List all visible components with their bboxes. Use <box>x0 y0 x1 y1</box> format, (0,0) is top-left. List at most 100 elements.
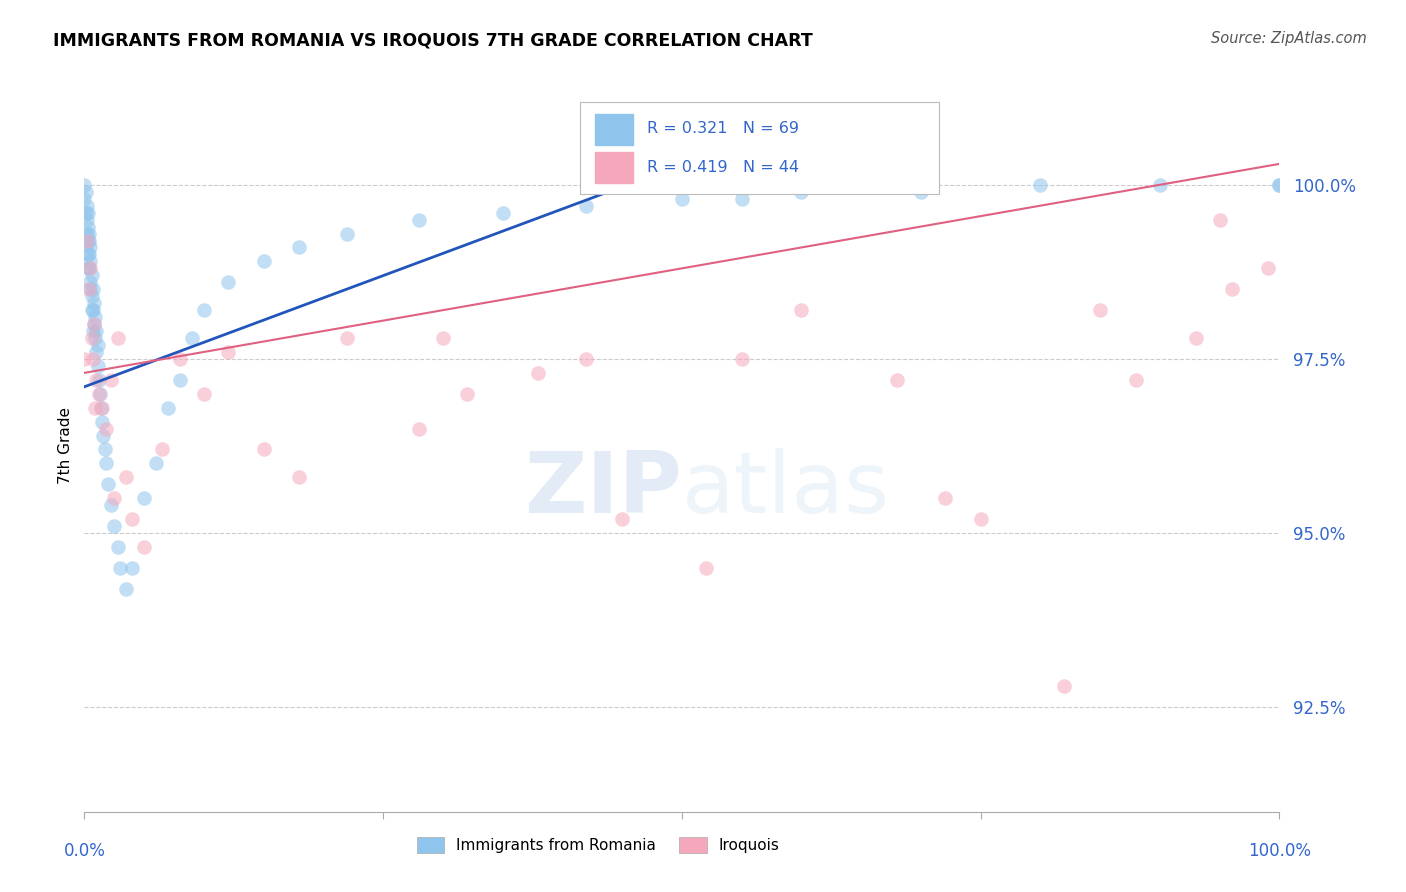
Point <box>87 386 110 401</box>
Point <box>79 240 101 254</box>
Point <box>77 247 100 261</box>
Point <box>910 185 932 199</box>
Point <box>1185 331 1208 345</box>
Point <box>76 227 98 241</box>
Text: 100.0%: 100.0% <box>1249 842 1310 860</box>
Point <box>132 491 156 506</box>
Point <box>1257 261 1279 276</box>
Point <box>93 428 115 442</box>
Point <box>336 331 359 345</box>
Point <box>73 351 96 366</box>
Point <box>575 199 598 213</box>
Text: 0.0%: 0.0% <box>63 842 105 860</box>
Point <box>84 310 107 325</box>
Point <box>408 212 430 227</box>
Point <box>77 282 100 296</box>
Point <box>75 205 97 219</box>
Point <box>86 373 108 387</box>
Point <box>107 540 129 554</box>
Point <box>82 324 104 338</box>
Point <box>80 303 103 318</box>
Point <box>76 212 98 227</box>
Point <box>77 227 100 241</box>
Point <box>82 282 104 296</box>
Point <box>145 457 167 471</box>
Point <box>100 373 122 387</box>
Point <box>731 192 754 206</box>
Y-axis label: 7th Grade: 7th Grade <box>58 408 73 484</box>
Point <box>193 303 215 318</box>
Point <box>86 359 108 373</box>
Point <box>1220 282 1243 296</box>
Point <box>79 282 101 296</box>
Point <box>1209 212 1232 227</box>
Point <box>89 386 111 401</box>
Point <box>83 317 105 331</box>
Point <box>157 401 180 415</box>
Point <box>103 519 125 533</box>
Point <box>934 491 956 506</box>
FancyBboxPatch shape <box>595 152 633 183</box>
Point <box>150 442 173 457</box>
Point <box>169 351 191 366</box>
Point <box>288 240 311 254</box>
Point <box>1029 178 1052 192</box>
Point <box>86 345 108 359</box>
Point <box>83 317 105 331</box>
Point <box>288 470 311 484</box>
Point <box>253 442 276 457</box>
Point <box>77 247 100 261</box>
Point <box>77 234 100 248</box>
Point <box>87 373 110 387</box>
Point <box>527 366 550 380</box>
Point <box>432 331 454 345</box>
Point <box>408 421 430 435</box>
Point <box>75 185 97 199</box>
Point <box>1268 178 1291 192</box>
Point <box>86 324 108 338</box>
Point <box>79 254 101 268</box>
Point <box>132 540 156 554</box>
Text: R = 0.419   N = 44: R = 0.419 N = 44 <box>647 160 800 175</box>
Point <box>84 401 107 415</box>
Point <box>115 470 138 484</box>
Point <box>492 205 515 219</box>
Text: R = 0.321   N = 69: R = 0.321 N = 69 <box>647 121 799 136</box>
Point <box>253 254 276 268</box>
Point <box>456 386 478 401</box>
Point <box>76 234 98 248</box>
Point <box>77 234 100 248</box>
Point <box>671 192 693 206</box>
Point <box>110 561 132 575</box>
Point <box>79 275 101 289</box>
Point <box>1149 178 1171 192</box>
Point <box>1125 373 1147 387</box>
Point <box>336 227 359 241</box>
Point <box>79 261 101 276</box>
Point <box>100 498 122 512</box>
Point <box>73 192 96 206</box>
Point <box>80 331 103 345</box>
Point <box>886 373 908 387</box>
Point <box>121 561 143 575</box>
Text: ZIP: ZIP <box>524 449 682 532</box>
Point <box>91 415 114 429</box>
Point <box>1090 303 1112 318</box>
Point <box>76 199 98 213</box>
Point <box>695 561 717 575</box>
Point <box>1268 178 1291 192</box>
Point <box>77 205 100 219</box>
Point <box>84 331 107 345</box>
Point <box>1053 679 1076 693</box>
Point <box>80 289 103 303</box>
Point <box>73 178 96 192</box>
Text: IMMIGRANTS FROM ROMANIA VS IROQUOIS 7TH GRADE CORRELATION CHART: IMMIGRANTS FROM ROMANIA VS IROQUOIS 7TH … <box>53 31 813 49</box>
Point <box>612 512 634 526</box>
Text: atlas: atlas <box>682 449 890 532</box>
Point <box>121 512 143 526</box>
Point <box>80 268 103 283</box>
FancyBboxPatch shape <box>581 103 939 194</box>
Point <box>181 331 204 345</box>
FancyBboxPatch shape <box>595 114 633 145</box>
Point <box>82 351 104 366</box>
